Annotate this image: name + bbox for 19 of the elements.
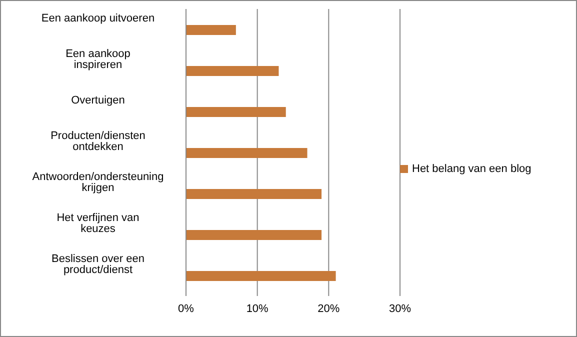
bar bbox=[186, 189, 322, 199]
legend-label: Het belang van een blog bbox=[412, 162, 532, 174]
bar bbox=[186, 25, 236, 35]
bar bbox=[186, 148, 308, 158]
bar bbox=[186, 230, 322, 240]
bar bbox=[186, 107, 286, 117]
bar bbox=[186, 271, 336, 281]
x-tick-label: 0% bbox=[178, 302, 194, 315]
y-tick-label: Een aankoop uitvoeren bbox=[41, 12, 155, 24]
y-tick-label: Antwoorden/ondersteuning krijgen bbox=[32, 170, 164, 194]
x-tick-label: 20% bbox=[318, 302, 340, 315]
y-tick-label: Het verfijnen van keuzes bbox=[56, 212, 140, 235]
y-tick-label: Overtuigen bbox=[71, 94, 125, 106]
y-tick-label: Beslissen over een product/dienst bbox=[52, 252, 144, 276]
y-tick-label: Producten/diensten ontdekken bbox=[50, 130, 146, 153]
x-tick-label: 10% bbox=[246, 302, 269, 315]
x-tick-label: 30% bbox=[388, 302, 412, 315]
bar bbox=[186, 66, 279, 76]
y-tick-label: Een aankoop inspireren bbox=[66, 48, 130, 71]
